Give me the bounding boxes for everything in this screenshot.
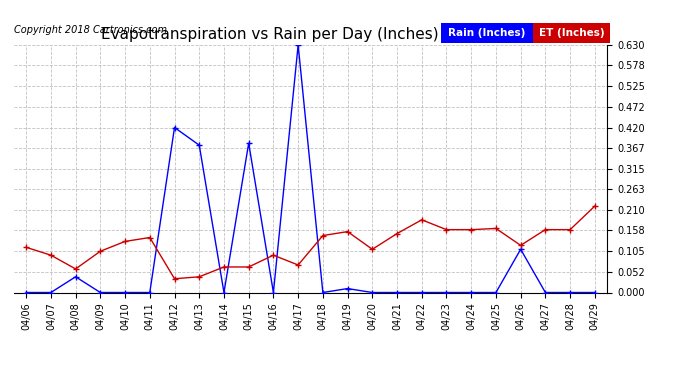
Text: ET (Inches): ET (Inches) (539, 28, 604, 38)
Text: Copyright 2018 Cartronics.com: Copyright 2018 Cartronics.com (14, 25, 167, 35)
Title: Evapotranspiration vs Rain per Day (Inches) 20180430: Evapotranspiration vs Rain per Day (Inch… (101, 27, 520, 42)
FancyBboxPatch shape (533, 23, 610, 42)
Text: Rain (Inches): Rain (Inches) (448, 28, 525, 38)
FancyBboxPatch shape (441, 23, 533, 42)
